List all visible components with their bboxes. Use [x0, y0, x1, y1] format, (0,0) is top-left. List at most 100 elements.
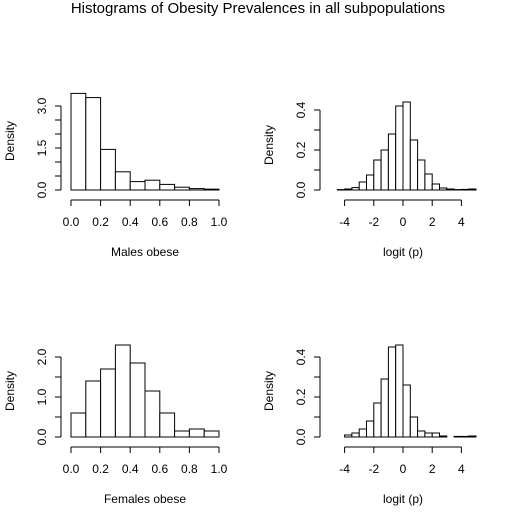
x-tick-label: 2 [429, 215, 436, 229]
histogram-bar [453, 435, 462, 438]
histogram-bar [395, 105, 404, 191]
histogram-bar [380, 149, 389, 191]
y-axis-label: Density [3, 371, 17, 411]
histogram-bar [351, 432, 360, 438]
histogram-bar [431, 183, 441, 191]
histogram-bar [373, 402, 382, 438]
histogram-bar [351, 187, 360, 191]
histogram-bar [373, 159, 382, 191]
histogram-bar [114, 344, 131, 438]
histogram-bar [203, 430, 220, 438]
histogram-bar [439, 435, 448, 438]
histogram-bar [159, 183, 176, 191]
histogram-bar [402, 101, 411, 191]
histogram-bar [100, 148, 116, 191]
histogram-bar [468, 435, 477, 438]
histogram-bar [358, 181, 368, 191]
histogram-bar [417, 430, 426, 438]
histogram-bar [174, 186, 190, 191]
x-tick-label: 4 [458, 462, 465, 476]
histogram-panel-top-left: 0.0 0.2 0.4 0.6 0.8 1.0 Males obese 0.0 1.5 3.0 De… [3, 92, 228, 259]
histogram-bar [129, 181, 146, 191]
histogram-bar [424, 432, 433, 438]
histogram-bar [85, 97, 102, 191]
histogram-bar [70, 92, 87, 191]
x-tick-label: 0.0 [63, 462, 80, 476]
histogram-bar [366, 174, 375, 191]
x-tick-label: 0.0 [63, 215, 80, 229]
x-tick-label: 0.4 [122, 215, 139, 229]
histogram-bar [402, 384, 411, 438]
x-tick-label: 0.2 [92, 215, 109, 229]
x-tick-label: 1.0 [211, 215, 228, 229]
y-tick-label: 0.4 [294, 101, 308, 118]
x-axis-label: Males obese [111, 245, 179, 259]
x-tick-label: 0 [400, 215, 407, 229]
figure-title: Histograms of Obesity Prevalences in all… [71, 0, 445, 17]
histogram-bar [460, 188, 470, 191]
histogram-bar [468, 188, 477, 191]
histogram-panel-top-right: -4 -2 0 2 4 logit (p) 0.0 0.2 0.4 Density [262, 101, 477, 259]
histogram-panel-bottom-right: -4 -2 0 2 4 logit (p) 0.0 0.2 0.4 Density [262, 344, 477, 506]
histogram-panel-bottom-left: 0.0 0.2 0.4 0.6 0.8 1.0 Females obese 0.0 1.0 2.0… [3, 344, 228, 506]
histogram-bar [100, 368, 116, 438]
histogram-bar [431, 432, 441, 438]
histogram-bar [85, 380, 102, 438]
histogram-bar [439, 187, 448, 191]
histogram-bar [188, 428, 205, 438]
y-tick-label: 0.2 [294, 388, 308, 405]
x-tick-label: -4 [339, 462, 350, 476]
x-tick-label: -4 [339, 215, 350, 229]
y-tick-label: 1.5 [35, 139, 49, 156]
histogram-bar [203, 188, 220, 191]
histogram-bar [387, 133, 397, 191]
x-axis-label: logit (p) [383, 245, 423, 259]
y-tick-label: 0.2 [294, 141, 308, 158]
histogram-bar [358, 428, 368, 438]
histogram-bar [460, 435, 470, 438]
x-tick-label: -2 [368, 215, 379, 229]
histogram-bar [446, 188, 455, 191]
histogram-bar [380, 378, 389, 438]
x-tick-label: 0.8 [181, 462, 198, 476]
histogram-bar [417, 159, 426, 191]
x-tick-label: 4 [458, 215, 465, 229]
x-tick-label: 0.6 [151, 215, 168, 229]
y-axis-label: Density [262, 371, 276, 411]
y-tick-label: 0.0 [294, 181, 308, 198]
x-tick-label: 0 [400, 462, 407, 476]
y-tick-label: 0.4 [294, 348, 308, 365]
histogram-bar [129, 362, 146, 438]
histogram-bar [70, 412, 87, 438]
histogram-bar [409, 139, 419, 191]
histogram-bar [395, 344, 404, 438]
y-axis-label: Density [262, 125, 276, 165]
histogram-bar [174, 430, 190, 438]
histogram-bar [387, 346, 397, 438]
histogram-bar [409, 416, 419, 438]
histogram-bar [344, 434, 353, 438]
histogram-bar [144, 390, 161, 438]
y-tick-label: 0.0 [35, 428, 49, 445]
y-tick-label: 2.0 [35, 348, 49, 365]
x-tick-label: 0.8 [181, 215, 198, 229]
x-tick-label: 0.2 [92, 462, 109, 476]
y-tick-label: 0.0 [35, 181, 49, 198]
x-tick-label: 2 [429, 462, 436, 476]
y-tick-label: 0.0 [294, 428, 308, 445]
x-axis-label: logit (p) [383, 492, 423, 506]
histogram-bar [366, 420, 375, 438]
y-tick-label: 3.0 [35, 97, 49, 114]
x-tick-label: 0.6 [151, 462, 168, 476]
x-axis-label: Females obese [104, 492, 186, 506]
x-tick-label: 1.0 [211, 462, 228, 476]
histogram-bar [159, 412, 176, 438]
x-tick-label: 0.4 [122, 462, 139, 476]
histogram-bar [188, 188, 205, 191]
histogram-bar [344, 188, 353, 191]
y-tick-label: 1.0 [35, 388, 49, 405]
histogram-bar [114, 171, 131, 191]
y-axis-label: Density [3, 121, 17, 161]
histogram-bar [424, 173, 433, 191]
